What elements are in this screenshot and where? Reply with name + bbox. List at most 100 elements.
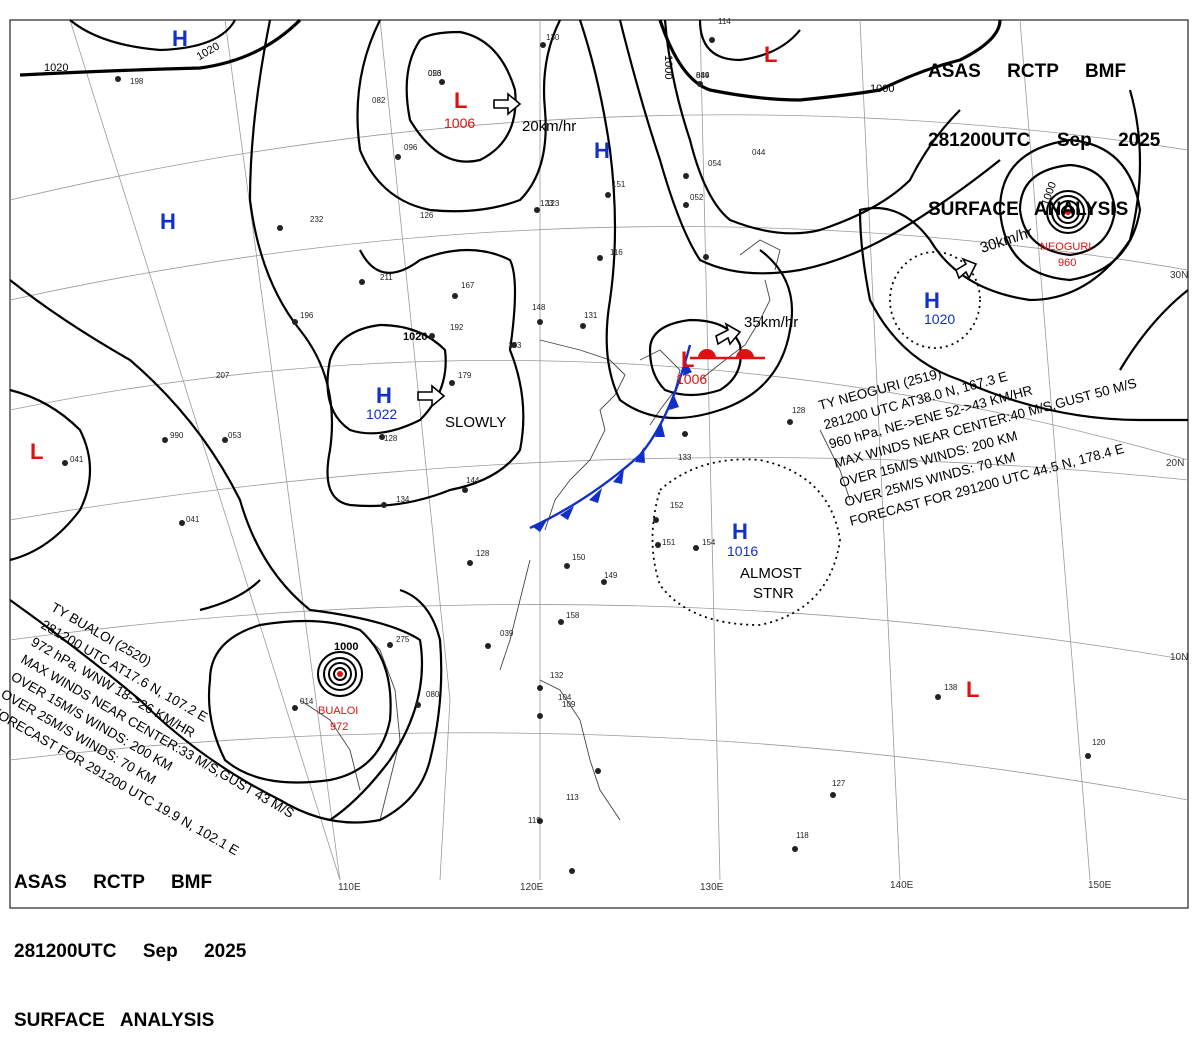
high-center: H [160,209,176,234]
high-center: H [732,519,748,544]
station-pressure-label: 150 [572,553,586,562]
isobar-label: 1000 [662,55,674,79]
header-line-3: SURFACE ANALYSIS [14,1010,215,1031]
typhoon-bualoi-pressure: 972 [330,721,348,733]
header-line-2: 281200UTC Sep 2025 [928,130,1161,151]
lon-label: 120E [520,882,544,893]
low-center: L [764,42,777,67]
cold-front [529,344,692,532]
station-pressure-label: 119 [528,816,541,825]
header-line-3: SURFACE ANALYSIS [928,199,1129,220]
motion-speed-label: ALMOST [740,565,802,582]
axis-labels: 30N 20N 10N 110E 120E 130E 140E 150E [338,270,1188,893]
dotted-high-area-south [651,458,841,626]
station-pressure-label: 232 [310,215,324,224]
low-center: L [454,88,467,113]
high-center: H [172,26,188,51]
high-center: H [924,288,940,313]
station-pressure-label: 096 [404,143,418,152]
motion-speed-label: SLOWLY [445,414,506,431]
chart-header-top-right: ASAS RCTP BMF 281200UTC Sep 2025 SURFACE… [928,14,1160,244]
isobars [9,18,1189,824]
low-center: L [30,439,43,464]
station-pressure-label: 014 [300,697,314,706]
station-pressure-label: 154 [702,538,716,547]
lat-label: 20N [1166,458,1184,469]
station-pressure-label: 192 [450,323,464,332]
latitude-grid [9,114,1189,801]
high-pressure-value: 1016 [727,543,758,559]
isobar-label: 1000 [870,83,894,95]
coastlines [299,239,851,821]
station-pressure-label: 990 [170,431,184,440]
station-pressure-label: 133 [678,453,692,462]
typhoon-bualoi-rings [317,651,363,697]
lon-label: 110E [338,882,361,893]
station-pressure-label: 054 [708,159,722,168]
station-pressure-label: 179 [458,371,472,380]
station-pressure-label: 151 [612,180,626,189]
typhoon-neoguri-name: NEOGURI [1040,241,1091,253]
station-pressure-label: 120 [1092,738,1106,747]
dotted-high-area-east [889,251,981,349]
station-pressure-label: 134 [396,495,410,504]
station-pressure-label: 084 [696,71,710,80]
station-pressure-label: 128 [792,406,806,415]
lon-label: 140E [890,880,914,891]
station-pressure-label: 149 [604,571,618,580]
station-pressure-label: 128 [476,549,490,558]
map-frame [9,19,1189,909]
weather-chart: 056 082 096 232 211 167 192 179 128 053 990 041 041 1… [0,17,1189,909]
station-pressure-label: 023 [428,69,442,78]
station-pressure-label: 211 [380,273,393,282]
typhoon-neoguri-pressure: 960 [1058,257,1076,269]
station-labels: 056 082 096 232 211 167 192 179 128 053 990 041 041 1… [70,17,1106,840]
header-line-1: ASAS RCTP BMF [928,61,1127,82]
station-plots [62,37,1091,874]
lon-label: 150E [1088,880,1112,891]
low-center: L [966,677,979,702]
station-pressure-label: 123 [540,199,554,208]
station-pressure-label: 130 [546,33,560,42]
station-pressure-label: 041 [186,515,200,524]
motion-arrows [417,92,978,408]
lat-label: 10N [1170,652,1188,663]
lat-label: 30N [1170,270,1188,281]
high-center: H [594,138,610,163]
pressure-centers: H H H H 1022 H 1020 H 1016 L 1006 L 1006… [30,26,979,702]
low-pressure-value: 1006 [676,371,707,387]
header-line-2: 281200UTC Sep 2025 [14,941,247,962]
high-center: H [376,383,392,408]
station-pressure-label: 132 [550,671,564,680]
station-pressure-label: 143 [508,341,522,350]
station-pressure-label: 138 [944,683,958,692]
header-line-1: ASAS RCTP BMF [14,872,213,893]
station-pressure-label: 080 [426,690,440,699]
station-pressure-label: 196 [300,311,314,320]
station-pressure-label: 039 [500,629,514,638]
station-pressure-label: 114 [718,17,731,26]
station-pressure-label: 152 [670,501,684,510]
motion-speed-label: STNR [753,585,794,602]
typhoon-neoguri-rings [1046,190,1090,234]
station-pressure-label: 123 [546,199,560,208]
station-pressure-label: 151 [662,538,676,547]
station-pressure-label: 116 [610,248,623,257]
warm-front [690,349,765,360]
isobar-label: 1020 [44,62,68,74]
station-pressure-label: 849 [696,71,710,80]
station-pressure-label: 052 [690,193,704,202]
station-pressure-label: 158 [566,611,580,620]
station-pressure-label: 044 [752,148,766,157]
station-pressure-label: 275 [396,635,410,644]
station-pressure-label: 131 [584,311,598,320]
station-pressure-label: 104 [558,693,572,702]
station-pressure-label: 082 [372,96,386,105]
high-pressure-value: 1020 [924,311,955,327]
station-pressure-label: 118 [796,831,809,840]
station-pressure-label: 109 [562,700,576,709]
isobar-label: 1020 [403,331,427,343]
lon-label: 130E [700,882,724,893]
station-pressure-label: 128 [384,434,398,443]
high-pressure-value: 1022 [366,406,397,422]
